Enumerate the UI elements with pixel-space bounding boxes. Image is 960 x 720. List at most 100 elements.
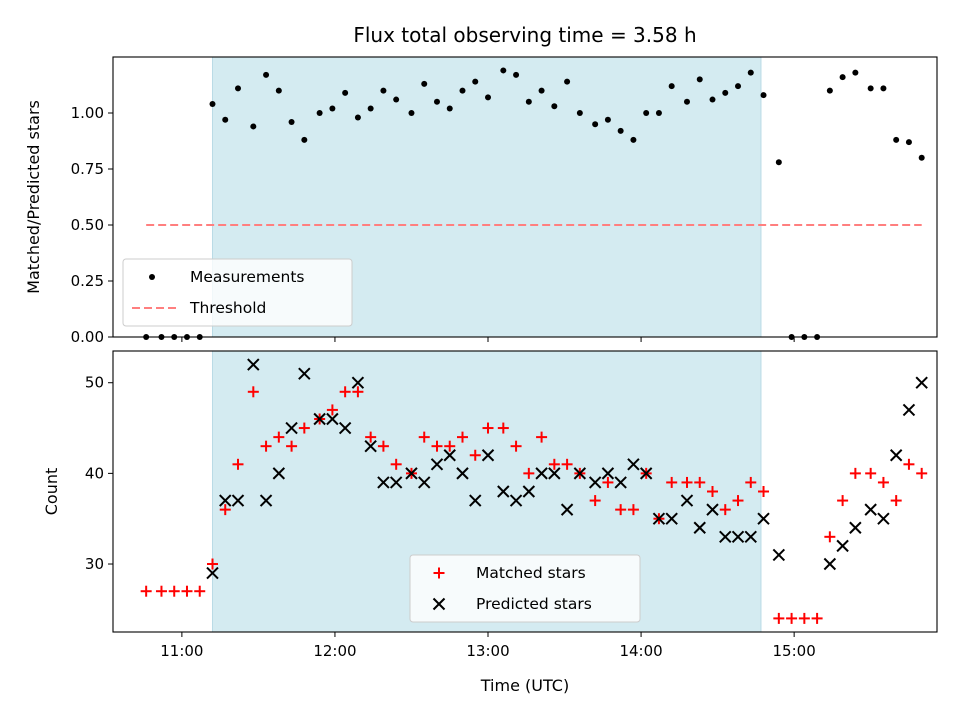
matched-star-point xyxy=(694,476,706,488)
predicted-star-point xyxy=(915,376,928,389)
measurement-point xyxy=(576,110,583,116)
measurement-point xyxy=(735,83,742,90)
matched-star-point xyxy=(247,386,259,398)
measurement-point xyxy=(617,127,624,134)
predicted-star-point-b xyxy=(259,494,273,507)
y-tick-label: 0.25 xyxy=(71,272,104,290)
measurement-point xyxy=(380,87,387,94)
predicted-star-point xyxy=(665,512,678,525)
legend-measurement-marker xyxy=(149,274,155,280)
matched-star-point xyxy=(798,612,810,624)
measurement-point xyxy=(209,101,216,108)
measurement-point xyxy=(222,116,229,123)
predicted-star-point xyxy=(889,449,903,462)
predicted-star-point xyxy=(285,421,298,435)
measurement-point xyxy=(459,87,466,94)
matched-star-point xyxy=(260,440,272,452)
measurement-point xyxy=(551,103,558,110)
predicted-star-point xyxy=(823,557,837,571)
predicted-star-point-b xyxy=(706,503,719,516)
matched-star-point xyxy=(286,440,298,452)
predicted-star-point xyxy=(481,449,495,462)
predicted-star-point xyxy=(522,485,536,498)
measurement-point xyxy=(500,67,507,74)
predicted-star-point-b xyxy=(405,467,418,480)
measurement-point xyxy=(301,136,308,143)
predicted-star-point xyxy=(247,358,260,371)
measurement-point xyxy=(630,136,637,143)
predicted-star-point xyxy=(313,412,326,426)
predicted-star-point xyxy=(680,494,694,507)
predicted-star-point-b xyxy=(298,367,311,380)
predicted-star-point xyxy=(405,467,418,480)
matched-star-point xyxy=(627,504,639,516)
legend-top: Measurements Threshold xyxy=(122,258,353,327)
legend-bottom: Matched stars Predicted stars xyxy=(409,554,641,623)
measurement-point xyxy=(275,87,282,94)
measurement-point xyxy=(760,92,767,99)
predicted-star-point-b xyxy=(719,530,732,544)
predicted-star-point-b xyxy=(469,494,482,507)
measurement-point xyxy=(747,69,754,76)
matched-star-point xyxy=(377,440,389,452)
matched-star-point xyxy=(482,422,494,434)
measurement-point xyxy=(354,114,361,121)
matched-star-point xyxy=(666,476,678,488)
predicted-star-point-b xyxy=(864,503,877,516)
matched-star-point xyxy=(155,585,167,597)
predicted-star-point-b xyxy=(313,412,326,426)
predicted-star-point xyxy=(588,476,602,489)
matched-star-point xyxy=(219,504,231,516)
matched-star-point xyxy=(510,440,522,452)
predicted-star-point-b xyxy=(639,467,653,480)
measurement-point xyxy=(893,136,900,143)
x-tick-label: 13:00 xyxy=(466,642,509,660)
predicted-star-point-b xyxy=(902,403,916,417)
predicted-star-point-b xyxy=(326,412,339,426)
predicted-star-point-b xyxy=(206,566,219,580)
predicted-star-point-b xyxy=(693,521,706,534)
predicted-star-point xyxy=(364,439,377,453)
measurement-point xyxy=(668,83,675,90)
predicted-star-point xyxy=(719,530,732,544)
predicted-star-point xyxy=(535,467,548,480)
predicted-star-point xyxy=(418,476,431,489)
matched-star-point xyxy=(548,458,560,470)
matched-star-point xyxy=(365,431,377,443)
measurement-point xyxy=(316,110,323,116)
measurement-point xyxy=(421,80,428,87)
matched-star-point xyxy=(811,612,823,624)
matched-star-point xyxy=(824,531,836,543)
measurement-point xyxy=(775,159,782,166)
matched-star-point xyxy=(916,467,928,479)
measurement-point xyxy=(905,139,912,146)
measurement-point xyxy=(513,71,520,78)
predicted-star-point xyxy=(548,467,561,480)
matched-star-point xyxy=(561,458,573,470)
predicted-star-point xyxy=(509,494,523,507)
y-tick-label: 1.00 xyxy=(71,104,104,122)
predicted-star-point xyxy=(351,376,365,389)
matched-star-point xyxy=(390,458,402,470)
matched-star-point xyxy=(877,476,889,488)
matched-star-point xyxy=(326,404,338,416)
predicted-star-point-b xyxy=(757,512,770,525)
predicted-star-point-b xyxy=(601,467,615,480)
x-tick-label: 12:00 xyxy=(313,642,356,660)
predicted-star-point-b xyxy=(389,476,403,489)
predicted-star-point-b xyxy=(443,449,456,462)
legend-matched-marker xyxy=(433,567,445,579)
predicted-star-point-b xyxy=(627,458,640,471)
measurement-point xyxy=(839,74,846,81)
predicted-star-point xyxy=(639,467,653,480)
predicted-star-point-b xyxy=(588,476,602,489)
predicted-star-point xyxy=(652,512,666,525)
predicted-star-point xyxy=(601,467,615,480)
legend-label-predicted: Predicted stars xyxy=(476,595,592,613)
matched-star-point xyxy=(206,558,218,570)
legend-label-threshold: Threshold xyxy=(189,299,266,317)
measurement-point xyxy=(367,105,374,112)
y-tick-label: 0.00 xyxy=(71,328,104,346)
predicted-star-point-b xyxy=(915,376,928,389)
predicted-star-point xyxy=(902,403,916,417)
